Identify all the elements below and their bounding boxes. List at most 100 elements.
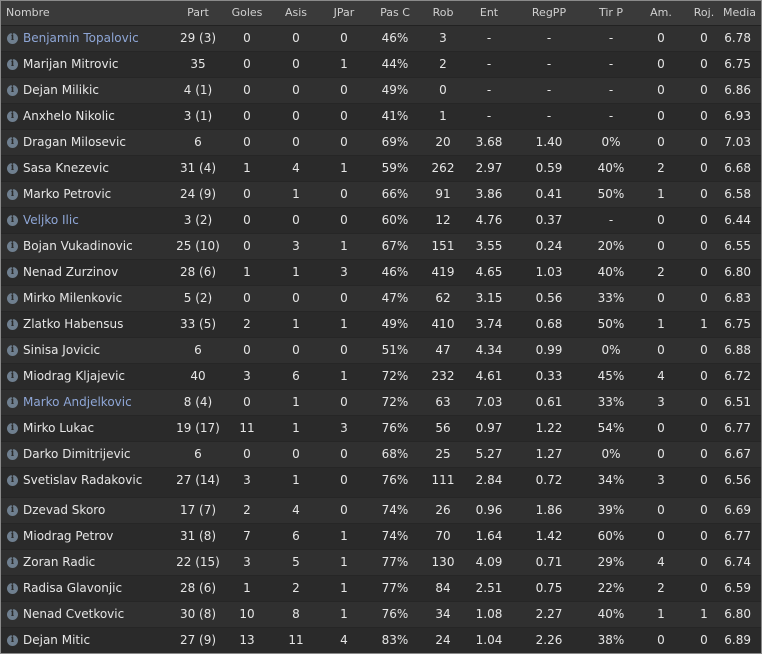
- table-row[interactable]: i Zoran Radic 22 (15) 3 5 1 77% 130 4.09 0.71 29% 4…: [1, 548, 761, 575]
- column-header-am[interactable]: Am.: [637, 1, 685, 26]
- table-row[interactable]: i Sasa Knezevic 31 (4) 1 4 1 59% 262 2.97 0.59 40%…: [1, 154, 761, 181]
- table-row[interactable]: i Darko Dimitrijevic 6 0 0 0 68% 25 5.27 1.27 0% 0 0…: [1, 440, 761, 467]
- player-name[interactable]: i Anxhelo Nikolic: [1, 102, 175, 129]
- player-name[interactable]: i Darko Dimitrijevic: [1, 440, 175, 467]
- player-name[interactable]: i Veljko Ilic: [1, 206, 175, 233]
- column-header-roj[interactable]: Roj.: [685, 1, 723, 26]
- table-row[interactable]: i Marko Andjelkovic 8 (4) 0 1 0 72% 63 7.03 0.61 3…: [1, 388, 761, 415]
- info-icon[interactable]: i: [7, 318, 18, 330]
- info-icon[interactable]: i: [7, 84, 18, 96]
- info-icon[interactable]: i: [7, 136, 18, 148]
- table-row[interactable]: i Marko Petrovic 24 (9) 0 1 0 66% 91 3.86 0.41 50%…: [1, 180, 761, 207]
- info-icon[interactable]: i: [7, 214, 18, 226]
- column-header-tirp[interactable]: Tir P: [585, 1, 637, 26]
- info-icon[interactable]: i: [7, 448, 18, 460]
- table-row[interactable]: i Dejan Mitic 27 (9) 13 11 4 83% 24 1.04 2.26 38% 0…: [1, 626, 761, 653]
- info-icon[interactable]: i: [7, 344, 18, 356]
- info-icon[interactable]: i: [7, 474, 18, 486]
- info-icon[interactable]: i: [7, 110, 18, 122]
- table-row[interactable]: i Radisa Glavonjic 28 (6) 1 2 1 77% 84 2.51 0.75 2…: [1, 574, 761, 601]
- cell-pasc: 66%: [369, 180, 421, 207]
- player-name-text: Zoran Radic: [23, 555, 96, 569]
- info-icon[interactable]: i: [7, 240, 18, 252]
- player-name[interactable]: i Marko Petrovic: [1, 180, 175, 207]
- info-icon[interactable]: i: [7, 188, 18, 200]
- cell-pasc: 44%: [369, 50, 421, 77]
- cell-rob: 26: [421, 496, 465, 523]
- table-row[interactable]: i Zlatko Habensus 33 (5) 2 1 1 49% 410 3.74 0.68 5…: [1, 310, 761, 337]
- column-header-pasc[interactable]: Pas C: [369, 1, 421, 26]
- info-icon[interactable]: i: [7, 530, 18, 542]
- player-name[interactable]: i Mirko Milenkovic: [1, 284, 175, 311]
- player-name[interactable]: i Benjamin Topalovic: [1, 24, 175, 51]
- cell-regpp: 0.72: [513, 466, 585, 493]
- info-icon[interactable]: i: [7, 634, 18, 646]
- table-row[interactable]: i Veljko Ilic 3 (2) 0 0 0 60% 12 4.76 0.37-0 0 6.44: [1, 206, 761, 233]
- player-name[interactable]: i Zoran Radic: [1, 548, 175, 575]
- player-name[interactable]: i Marijan Mitrovic: [1, 50, 175, 77]
- player-name[interactable]: i Radisa Glavonjic: [1, 574, 175, 601]
- table-row[interactable]: i Nenad Cvetkovic 30 (8) 10 8 1 76% 34 1.08 2.27 4…: [1, 600, 761, 627]
- cell-media: 6.72: [723, 362, 761, 389]
- info-icon[interactable]: i: [7, 608, 18, 620]
- column-header-asis[interactable]: Asis: [273, 1, 319, 26]
- column-header-jpar[interactable]: JPar: [319, 1, 369, 26]
- column-header-goles[interactable]: Goles: [221, 1, 273, 26]
- player-name[interactable]: i Svetislav Radakovic: [1, 466, 175, 493]
- player-name[interactable]: i Dragan Milosevic: [1, 128, 175, 155]
- info-icon[interactable]: i: [7, 422, 18, 434]
- info-icon[interactable]: i: [7, 58, 18, 70]
- table-row[interactable]: i Benjamin Topalovic 29 (3) 0 0 0 46% 3- - -0 0 6.7…: [1, 24, 761, 51]
- info-icon[interactable]: i: [7, 292, 18, 304]
- column-header-nombre[interactable]: Nombre: [1, 1, 175, 26]
- player-name[interactable]: i Dejan Mitic: [1, 626, 175, 653]
- player-name[interactable]: i Zlatko Habensus: [1, 310, 175, 337]
- player-name[interactable]: i Dejan Milikic: [1, 76, 175, 103]
- player-name[interactable]: i Marko Andjelkovic: [1, 388, 175, 415]
- info-icon[interactable]: i: [7, 504, 18, 516]
- cell-media: 6.75: [723, 310, 761, 337]
- cell-goles: 1: [221, 574, 273, 601]
- info-icon[interactable]: i: [7, 370, 18, 382]
- table-row[interactable]: i Dragan Milosevic 6 0 0 0 69% 20 3.68 1.40 0% 0 0 7.…: [1, 128, 761, 155]
- column-header-part[interactable]: Part: [175, 1, 221, 26]
- table-row[interactable]: i Nenad Zurzinov 28 (6) 1 1 3 46% 419 4.65 1.03 40…: [1, 258, 761, 285]
- player-name[interactable]: i Miodrag Kljajevic: [1, 362, 175, 389]
- table-row[interactable]: i Dejan Milikic 4 (1) 0 0 0 49% 0- - -0 0 6.86: [1, 76, 761, 103]
- player-name[interactable]: i Miodrag Petrov: [1, 522, 175, 549]
- cell-pasc: 76%: [369, 600, 421, 627]
- player-name-text: Marko Petrovic: [23, 187, 112, 201]
- table-row[interactable]: i Marijan Mitrovic 35 0 0 1 44% 2- - -0 0 6.75: [1, 50, 761, 77]
- table-row[interactable]: i Miodrag Kljajevic 40 3 6 1 72% 232 4.61 0.33 45%…: [1, 362, 761, 389]
- column-header-media[interactable]: Media: [723, 1, 761, 26]
- column-header-regpp[interactable]: RegPP: [513, 1, 585, 26]
- table-row[interactable]: i Mirko Milenkovic 5 (2) 0 0 0 47% 62 3.15 0.56 33…: [1, 284, 761, 311]
- cell-regpp: 0.41: [513, 180, 585, 207]
- player-name-text: Bojan Vukadinovic: [23, 239, 133, 253]
- info-icon[interactable]: i: [7, 396, 18, 408]
- table-row[interactable]: i Mirko Lukac 19 (17) 11 1 3 76% 56 0.97 1.22 54% 0…: [1, 414, 761, 441]
- column-header-ent[interactable]: Ent: [465, 1, 513, 26]
- player-name[interactable]: i Dzevad Skoro: [1, 496, 175, 523]
- table-row[interactable]: i Dzevad Skoro 17 (7) 2 4 0 74% 26 0.96 1.86 39% 0 0…: [1, 496, 761, 523]
- info-icon[interactable]: i: [7, 556, 18, 568]
- table-row[interactable]: i Svetislav Radakovic 27 (14) 3 1 0 76% 111 2.84…: [1, 466, 761, 493]
- cell-media: 6.67: [723, 440, 761, 467]
- table-row[interactable]: i Anxhelo Nikolic 3 (1) 0 0 0 41% 1- - -0 0 6.93: [1, 102, 761, 129]
- column-header-rob[interactable]: Rob: [421, 1, 465, 26]
- player-name[interactable]: i Sinisa Jovicic: [1, 336, 175, 363]
- player-name[interactable]: i Nenad Zurzinov: [1, 258, 175, 285]
- info-icon[interactable]: i: [7, 582, 18, 594]
- info-icon[interactable]: i: [7, 32, 18, 44]
- player-name[interactable]: i Mirko Lukac: [1, 414, 175, 441]
- info-icon[interactable]: i: [7, 162, 18, 174]
- cell-goles: 0: [221, 232, 273, 259]
- info-icon[interactable]: i: [7, 266, 18, 278]
- player-name[interactable]: i Sasa Knezevic: [1, 154, 175, 181]
- table-row[interactable]: i Bojan Vukadinovic 25 (10) 0 3 1 67% 151 3.55 0.…: [1, 232, 761, 259]
- player-name[interactable]: i Bojan Vukadinovic: [1, 232, 175, 259]
- cell-roj: 0: [685, 336, 723, 363]
- player-name[interactable]: i Nenad Cvetkovic: [1, 600, 175, 627]
- table-row[interactable]: i Sinisa Jovicic 6 0 0 0 51% 47 4.34 0.99 0% 0 0 6.88: [1, 336, 761, 363]
- table-row[interactable]: i Miodrag Petrov 31 (8) 7 6 1 74% 70 1.64 1.42 60%…: [1, 522, 761, 549]
